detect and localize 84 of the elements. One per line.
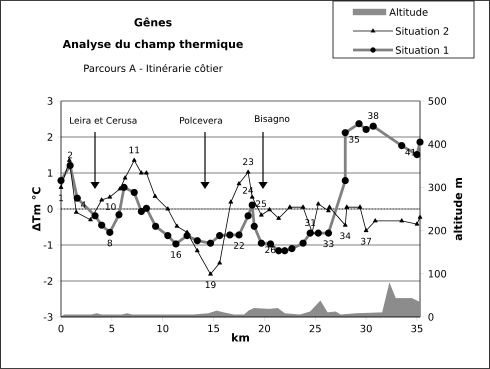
- point: [194, 248, 200, 252]
- legend-label: Situation 1: [396, 46, 448, 54]
- x-tick-label: 35: [411, 324, 422, 332]
- chart-title: Gênes: [134, 18, 172, 26]
- point: [399, 218, 404, 222]
- annotation: 11: [130, 146, 140, 154]
- y2-tick-label: 500: [428, 97, 446, 105]
- annotation: 23: [243, 158, 254, 166]
- point: [344, 204, 350, 209]
- point: [118, 186, 122, 190]
- point: [132, 158, 137, 162]
- point: [58, 184, 64, 189]
- annotation: 35: [349, 136, 360, 143]
- point: [152, 194, 158, 198]
- point: [99, 197, 104, 202]
- point: [250, 194, 255, 199]
- point: [372, 218, 378, 222]
- y-tick-label: -2: [44, 277, 52, 285]
- y2-tick-label: 200: [428, 226, 446, 234]
- point: [122, 175, 128, 180]
- point: [364, 228, 368, 232]
- y-tick-label: 2: [48, 133, 52, 141]
- x-tick-label: 25: [310, 324, 321, 332]
- y2-tick-label: 100: [428, 270, 446, 278]
- y2-axis-title: altitude m: [454, 178, 462, 240]
- point: [165, 206, 170, 210]
- point: [208, 272, 213, 276]
- point: [342, 222, 348, 227]
- point: [74, 210, 79, 214]
- annotation: 19: [206, 281, 216, 288]
- point: [326, 208, 331, 212]
- y2-tick-label: 300: [428, 184, 446, 192]
- y2-tick-label: 0: [428, 313, 434, 321]
- point: [288, 204, 292, 209]
- point: [414, 222, 420, 226]
- y-tick-label: 0: [48, 205, 53, 213]
- x-tick-label: 5: [109, 324, 114, 332]
- annotation: 34: [340, 232, 350, 240]
- annotation: 2: [68, 152, 72, 158]
- x-tick-label: 10: [157, 324, 168, 332]
- point: [108, 194, 112, 199]
- annotation: 26: [265, 246, 276, 254]
- x-tick-label: 0: [58, 324, 64, 332]
- legend-label: Situation 2: [396, 27, 448, 35]
- annotation: Leira et Cerusa: [70, 116, 136, 124]
- point: [217, 260, 222, 264]
- point: [300, 204, 306, 209]
- point: [144, 170, 149, 174]
- x-tick-label: 30: [360, 324, 372, 332]
- legend-label: Altitude: [389, 8, 428, 16]
- y-axis-title: ΔTm °C: [32, 187, 40, 232]
- annotation: Bisagno: [255, 115, 290, 124]
- point: [358, 204, 362, 209]
- y-tick-label: -1: [44, 241, 52, 249]
- annotation: 16: [171, 251, 182, 258]
- point: [418, 214, 422, 219]
- annotation: 22: [234, 242, 244, 249]
- point: [259, 212, 264, 217]
- y2-tick-label: 400: [428, 140, 446, 148]
- annotation: 8: [108, 240, 112, 246]
- annotation: 37: [361, 238, 372, 245]
- y-tick-label: -3: [44, 313, 52, 321]
- point: [184, 230, 190, 234]
- point: [228, 200, 234, 204]
- annotation: 25: [256, 200, 266, 208]
- point: [246, 170, 250, 174]
- point: [316, 201, 321, 206]
- y-tick-label: 1: [48, 169, 52, 177]
- point: [88, 217, 93, 222]
- point: [327, 204, 332, 209]
- point: [267, 207, 272, 212]
- point: [236, 181, 242, 186]
- chart-subtitle: Analyse du champ thermique: [62, 40, 243, 50]
- text: Parcours A - Itinérarie côtier: [84, 64, 223, 72]
- point: [139, 170, 144, 174]
- x-axis-title: km: [232, 333, 249, 342]
- annotation: Polcevera: [180, 116, 222, 124]
- y-tick-label: 3: [48, 97, 52, 105]
- annotation: 38: [368, 112, 378, 119]
- annotation: 33: [323, 240, 334, 248]
- x-tick-label: 20: [258, 324, 270, 332]
- x-tick-label: 15: [208, 324, 220, 332]
- point: [276, 216, 281, 220]
- point: [174, 224, 180, 228]
